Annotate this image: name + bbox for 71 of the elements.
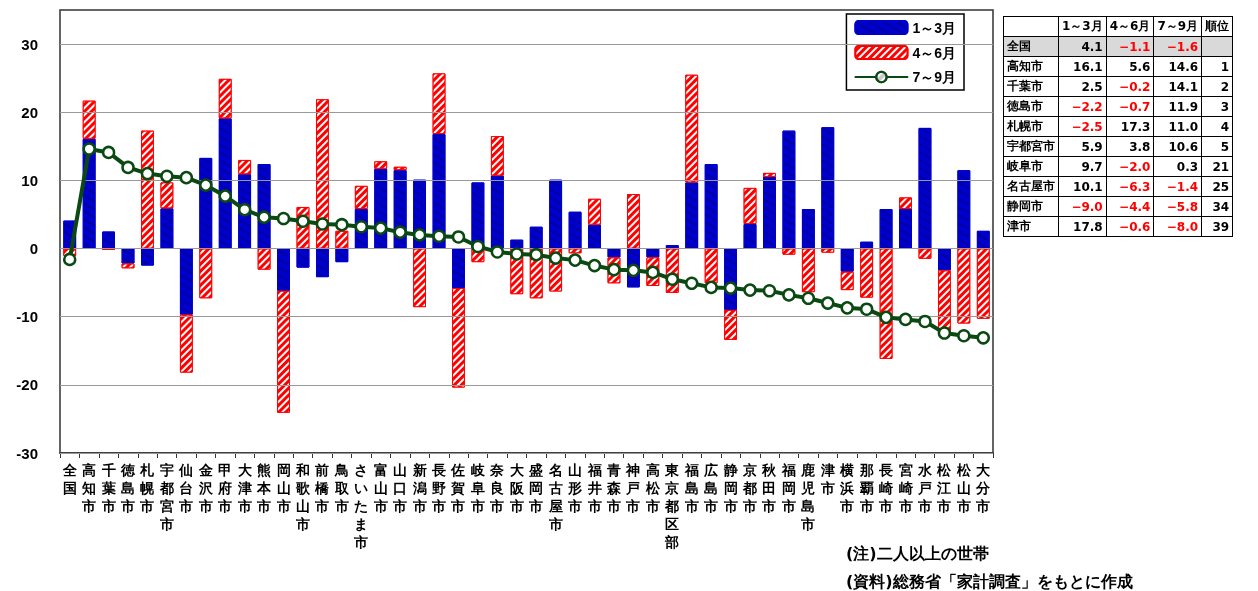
x-tick-label: 秋田市 — [761, 462, 778, 514]
x-tick-label: 鹿児島市 — [800, 462, 816, 532]
y-tick-label: 0 — [29, 240, 38, 258]
text: 宇都宮市 5.9 3.8 10.6 5 — [1007, 139, 1230, 154]
x-tick-label: 徳島市 — [120, 462, 137, 514]
x-tick-label: 松山市 — [955, 462, 972, 514]
x-tick-label: 岐阜市 — [469, 462, 486, 514]
x-tick-label: 京都市 — [742, 462, 758, 514]
text: 徳島市 −2.2 −0.7 11.9 3 — [1007, 99, 1230, 114]
text: 岐阜市 9.7 −2.0 0.3 21 — [1007, 159, 1230, 174]
x-tick-label: 静岡市 — [722, 462, 738, 514]
x-tick-label: 前橋市 — [314, 462, 331, 514]
x-tick-label: 東京都区部 — [664, 462, 681, 550]
x-tick-label: 鳥取市 — [333, 462, 350, 514]
x-tick-label: 那覇市 — [858, 462, 874, 514]
text: (資料)総務省「家計調査」をもとに作成 — [846, 571, 1133, 591]
x-tick-label: 盛岡市 — [528, 462, 544, 514]
text: 津市 17.8 −0.6 −8.0 39 — [1007, 219, 1230, 234]
text: 全国 4.1 −1.1 −1.6 — [1007, 39, 1199, 54]
x-tick-label: 千葉市 — [100, 462, 116, 514]
x-tick-label: さいたま市 — [353, 462, 369, 550]
y-tick-label: 30 — [21, 35, 38, 53]
x-tick-label: 仙台市 — [178, 462, 194, 514]
x-tick-label: 高知市 — [81, 462, 97, 514]
y-tick-label: -30 — [16, 444, 38, 462]
x-tick-label: 山口市 — [392, 462, 408, 514]
y-tick-label: 20 — [21, 103, 38, 121]
x-tick-label: 金沢市 — [197, 462, 214, 514]
legend-label: 4～6月 — [912, 44, 957, 61]
x-tick-label: 松江市 — [936, 462, 953, 514]
x-tick-label: 福井市 — [586, 462, 602, 514]
x-tick-label: 津市 — [819, 462, 835, 496]
text: 名古屋市 10.1 −6.3 −1.4 25 — [1007, 179, 1230, 194]
x-tick-label: 佐賀市 — [450, 462, 466, 514]
x-tick-label: 宇都宮市 — [158, 462, 174, 532]
legend-label: 7～9月 — [912, 69, 957, 85]
x-tick-label: 広島市 — [703, 462, 719, 514]
x-tick-label: 岡山市 — [275, 462, 291, 514]
x-tick-label: 神戸市 — [625, 462, 641, 514]
x-tick-label: 横浜市 — [839, 462, 855, 514]
x-tick-label: 和歌山市 — [294, 462, 311, 532]
x-tick-label: 甲府市 — [217, 462, 233, 514]
text: (注)二人以上の世帯 — [846, 543, 990, 565]
x-tick-label: 全国 — [61, 462, 78, 496]
x-tick-label: 大阪市 — [508, 462, 525, 514]
x-tick-label: 大津市 — [236, 462, 253, 514]
text: 高知市 16.1 5.6 14.6 1 — [1007, 59, 1230, 74]
x-tick-label: 福岡市 — [780, 462, 796, 514]
x-tick-label: 名古屋市 — [547, 462, 563, 532]
y-tick-label: -20 — [16, 376, 38, 394]
x-tick-label: 高松市 — [644, 462, 661, 514]
text: 札幌市 −2.5 17.3 11.0 4 — [1007, 119, 1230, 134]
text: 静岡市 −9.0 −4.4 −5.8 34 — [1007, 199, 1230, 214]
x-tick-label: 熊本市 — [256, 462, 273, 514]
x-tick-label: 新潟市 — [411, 462, 427, 514]
x-tick-label: 宮崎市 — [897, 462, 913, 514]
x-tick-label: 水戸市 — [916, 462, 933, 514]
text: 1～3月 4～6月 7～9月 順位 — [1061, 18, 1231, 35]
y-tick-label: -10 — [16, 308, 38, 326]
x-tick-label: 青森市 — [605, 462, 622, 514]
text: 千葉市 2.5 −0.2 14.1 2 — [1007, 79, 1230, 94]
x-tick-label: 福島市 — [683, 462, 699, 514]
legend-label: 1～3月 — [912, 19, 957, 36]
x-tick-label: 札幌市 — [139, 462, 156, 514]
x-tick-label: 山形市 — [567, 462, 583, 514]
x-tick-label: 大分市 — [975, 462, 992, 514]
y-tick-label: 10 — [21, 171, 38, 189]
x-tick-label: 富山市 — [372, 462, 388, 514]
x-tick-label: 奈良市 — [489, 462, 506, 514]
x-tick-label: 長野市 — [431, 462, 447, 514]
x-tick-label: 長崎市 — [878, 462, 894, 514]
